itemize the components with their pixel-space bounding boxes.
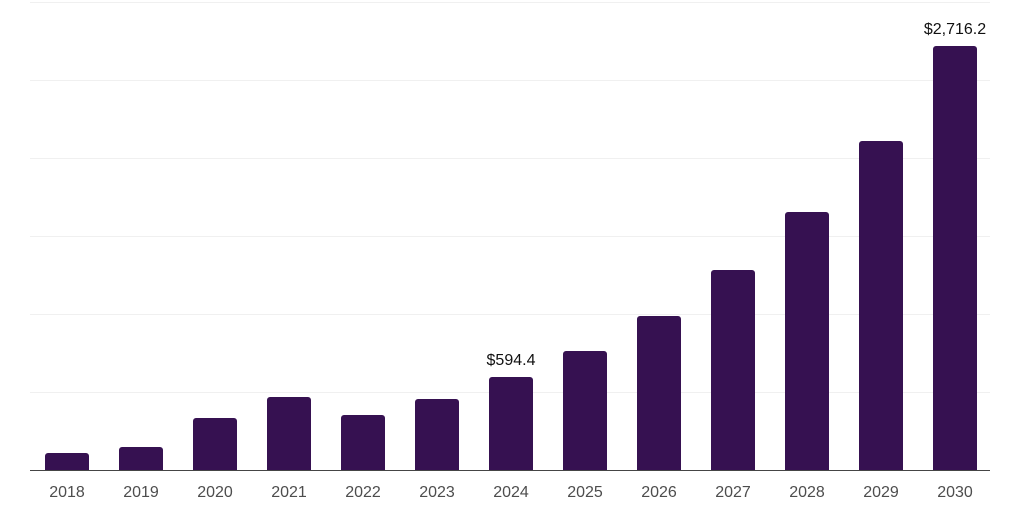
x-tick-label-2030: 2030 <box>937 484 973 501</box>
x-axis-line <box>30 469 990 471</box>
gridline <box>30 80 990 81</box>
gridline <box>30 236 990 237</box>
bar-cell-2021 <box>267 2 311 470</box>
gridline <box>30 158 990 159</box>
x-tick-label-2025: 2025 <box>567 484 603 501</box>
bar-2021 <box>267 397 311 470</box>
x-tick-label-2027: 2027 <box>715 484 751 501</box>
x-tick-label-2022: 2022 <box>345 484 381 501</box>
bar-2022 <box>341 414 385 470</box>
bar-cell-2020 <box>193 2 237 470</box>
bar-2019 <box>119 446 163 470</box>
bar-cell-2024: $594.4 <box>486 2 536 470</box>
bar-cell-2025 <box>563 2 607 470</box>
bar-2026 <box>637 315 681 470</box>
value-label-2030: $2,716.2 <box>923 21 987 39</box>
x-tick-label-2028: 2028 <box>789 484 825 501</box>
x-tick-label-2020: 2020 <box>197 484 233 501</box>
bar-cell-2027 <box>711 2 755 470</box>
bar-2024 <box>489 377 533 470</box>
gridline <box>30 314 990 315</box>
bar-2027 <box>711 269 755 470</box>
gridline <box>30 2 990 3</box>
bar-cell-2026 <box>637 2 681 470</box>
plot-area: $594.4 $2,716.2 <box>30 2 990 471</box>
bar-cell-2023 <box>415 2 459 470</box>
x-tick-label-2018: 2018 <box>49 484 85 501</box>
bar-cell-2029 <box>859 2 903 470</box>
x-tick-label-2026: 2026 <box>641 484 677 501</box>
bar-cell-2030: $2,716.2 <box>924 2 986 470</box>
bar-2030 <box>933 46 977 470</box>
x-tick-label-2024: 2024 <box>493 484 529 501</box>
bar-cell-2019 <box>119 2 163 470</box>
bar-2028 <box>785 212 829 470</box>
bar-cell-2018 <box>45 2 89 470</box>
x-tick-label-2029: 2029 <box>863 484 899 501</box>
bar-2018 <box>45 452 89 470</box>
value-label-2024: $594.4 <box>486 352 536 370</box>
bar-cell-2022 <box>341 2 385 470</box>
bar-2025 <box>563 350 607 470</box>
bar-cell-2028 <box>785 2 829 470</box>
x-tick-label-2021: 2021 <box>271 484 307 501</box>
x-tick-label-2023: 2023 <box>419 484 455 501</box>
bar-2023 <box>415 399 459 470</box>
bar-2020 <box>193 417 237 470</box>
x-tick-label-2019: 2019 <box>123 484 159 501</box>
bar-2029 <box>859 140 903 470</box>
